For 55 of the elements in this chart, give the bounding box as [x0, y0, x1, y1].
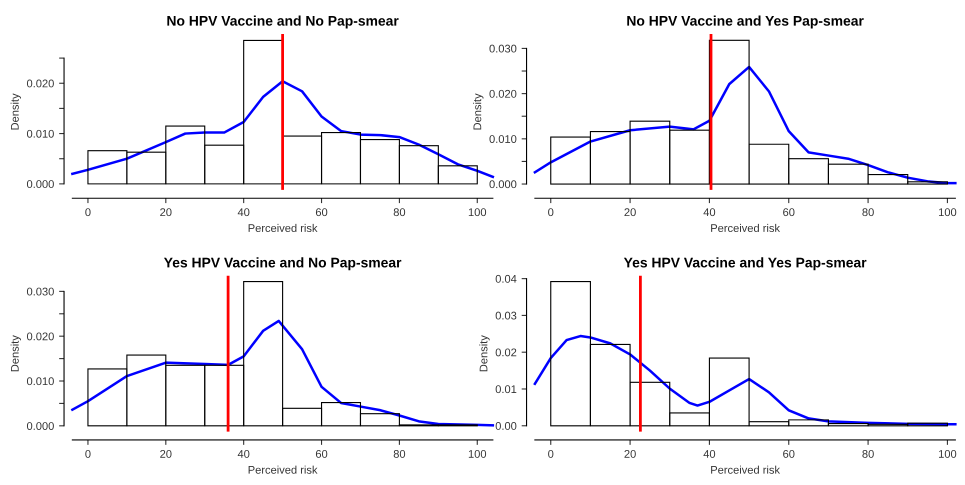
x-axis-title: Perceived risk — [711, 466, 780, 474]
x-tick-label: 0 — [548, 450, 554, 458]
x-tick-label: 100 — [468, 450, 486, 458]
y-tick-label: 0.010 — [26, 130, 54, 138]
x-tick-label: 100 — [938, 450, 956, 458]
y-tick-label: 0.000 — [26, 180, 54, 188]
y-tick-label: 0.010 — [26, 377, 54, 386]
x-tick-label: 60 — [316, 208, 328, 216]
y-axis-title: Density — [10, 335, 21, 372]
y-tick-label: 0.010 — [489, 135, 516, 143]
y-tick-label: 0.000 — [26, 422, 54, 430]
x-tick-label: 60 — [316, 450, 328, 458]
x-tick-label: 80 — [394, 450, 406, 458]
y-tick-label: 0.01 — [496, 385, 516, 394]
chart-title: Yes HPV Vaccine and No Pap-smear — [164, 257, 402, 270]
x-tick-label: 60 — [783, 208, 794, 216]
x-axis-title: Perceived risk — [248, 466, 318, 474]
x-tick-label: 40 — [238, 208, 250, 216]
y-tick-label: 0.03 — [496, 312, 516, 320]
x-tick-label: 80 — [862, 208, 874, 216]
y-tick-label: 0.020 — [26, 80, 54, 88]
x-tick-label: 100 — [468, 208, 486, 216]
y-tick-label: 0.02 — [496, 348, 516, 356]
x-tick-label: 20 — [624, 208, 636, 216]
chart-title: No HPV Vaccine and Yes Pap-smear — [627, 16, 864, 28]
x-tick-label: 20 — [160, 208, 172, 216]
y-tick-label: 0.000 — [489, 180, 516, 188]
x-tick-label: 40 — [703, 208, 716, 216]
x-axis-title: Perceived risk — [248, 224, 318, 232]
y-tick-label: 0.020 — [26, 332, 54, 340]
x-tick-label: 80 — [394, 208, 406, 216]
y-tick-label: 0.04 — [496, 274, 517, 283]
line-series — [534, 66, 957, 184]
y-tick-label: 0.030 — [26, 288, 54, 296]
chart-title: No HPV Vaccine and No Pap-smear — [167, 16, 399, 28]
x-tick-label: 40 — [238, 450, 250, 458]
x-tick-label: 20 — [160, 450, 172, 458]
y-tick-label: 0.020 — [489, 90, 516, 98]
x-tick-label: 0 — [85, 208, 91, 216]
line-series — [534, 334, 957, 426]
x-tick-label: 60 — [783, 450, 794, 458]
x-axis-title: Perceived risk — [711, 224, 780, 232]
y-axis-title: Density — [473, 93, 484, 130]
x-tick-label: 20 — [624, 450, 636, 458]
y-tick-label: 0.00 — [496, 422, 516, 430]
x-tick-label: 40 — [703, 450, 716, 458]
x-tick-label: 80 — [862, 450, 874, 458]
x-tick-label: 0 — [548, 208, 554, 216]
y-axis-title: Density — [479, 335, 490, 372]
chart-title: Yes HPV Vaccine and Yes Pap-smear — [624, 257, 866, 270]
x-tick-label: 100 — [938, 208, 956, 216]
y-axis-title: Density — [10, 93, 21, 130]
y-tick-label: 0.030 — [489, 44, 516, 53]
line-series — [71, 320, 494, 427]
x-tick-label: 0 — [85, 450, 91, 458]
